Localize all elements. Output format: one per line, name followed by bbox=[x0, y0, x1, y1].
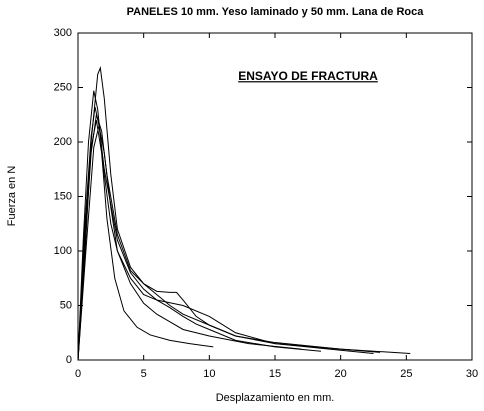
x-tick-label: 20 bbox=[335, 368, 347, 380]
chart-title: PANELES 10 mm. Yeso laminado y 50 mm. La… bbox=[127, 6, 425, 18]
annotation: ENSAYO DE FRACTURA bbox=[238, 69, 378, 83]
x-tick-label: 25 bbox=[400, 368, 412, 380]
y-tick-label: 50 bbox=[60, 299, 72, 311]
x-tick-label: 30 bbox=[466, 368, 478, 380]
y-tick-label: 300 bbox=[54, 27, 72, 39]
x-tick-label: 5 bbox=[141, 368, 147, 380]
x-tick-label: 0 bbox=[75, 368, 81, 380]
x-tick-label: 10 bbox=[203, 368, 215, 380]
y-tick-label: 150 bbox=[54, 190, 72, 202]
y-tick-label: 100 bbox=[54, 245, 72, 257]
y-tick-label: 200 bbox=[54, 136, 72, 148]
y-tick-label: 250 bbox=[54, 81, 72, 93]
data-line bbox=[77, 114, 374, 361]
data-line bbox=[77, 107, 322, 361]
data-line bbox=[77, 125, 302, 361]
y-axis-label: Fuerza en N bbox=[6, 166, 18, 227]
x-axis-label: Desplazamiento en mm. bbox=[216, 392, 335, 404]
y-tick-label: 0 bbox=[66, 354, 72, 366]
x-tick-label: 15 bbox=[269, 368, 281, 380]
data-line bbox=[77, 90, 381, 361]
data-line bbox=[77, 120, 214, 361]
